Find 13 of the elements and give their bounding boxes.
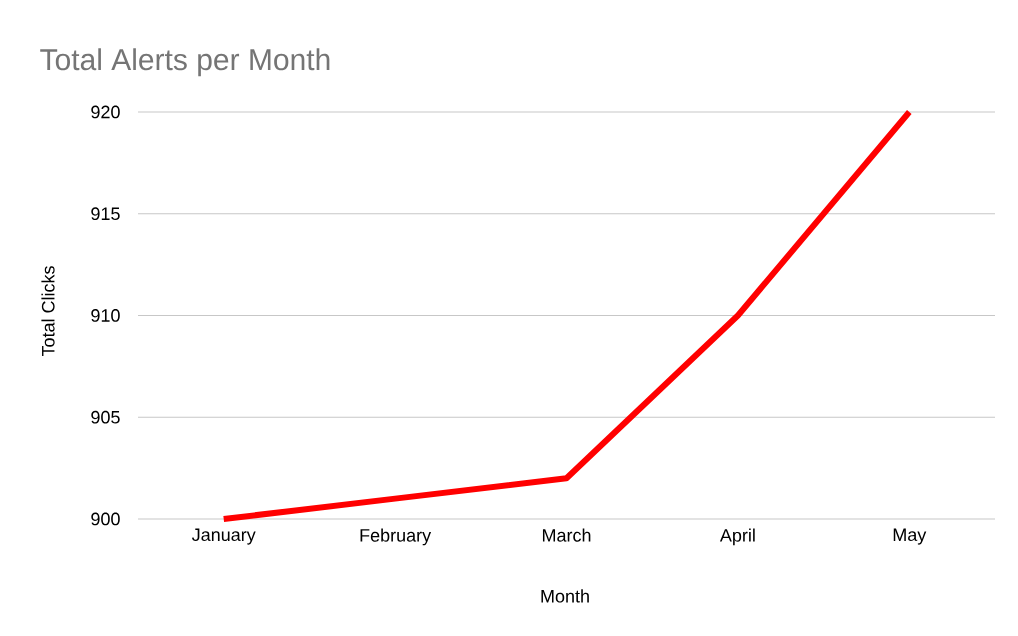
x-tick-label: May bbox=[893, 528, 927, 545]
y-tick-label: 920 bbox=[91, 105, 120, 119]
x-tick-label: April bbox=[719, 528, 755, 546]
y-tick-label: 910 bbox=[91, 309, 120, 322]
x-axis-title: Month bbox=[541, 589, 589, 603]
y-tick-label: 905 bbox=[91, 410, 120, 424]
x-tick-label: January bbox=[191, 528, 256, 545]
y-tick-label: 915 bbox=[91, 207, 120, 221]
x-tick-label: February bbox=[360, 528, 432, 546]
chart-title: Total Alerts per Month bbox=[40, 48, 330, 77]
x-tick-label: March bbox=[542, 528, 591, 542]
y-tick-label: 900 bbox=[91, 512, 120, 526]
y-axis-title: Total Clicks bbox=[41, 266, 55, 357]
